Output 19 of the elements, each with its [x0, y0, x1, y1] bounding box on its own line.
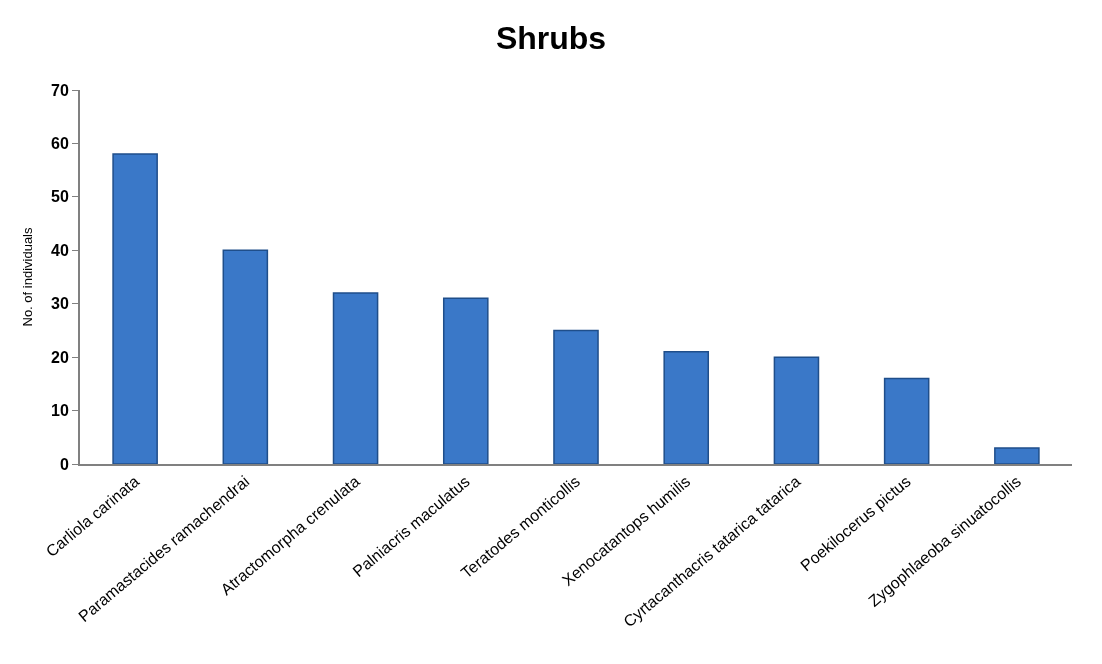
bar: [883, 377, 930, 464]
bar: [553, 329, 599, 464]
bar: [773, 356, 820, 464]
bar: [332, 292, 379, 464]
y-tick-label: 60: [51, 135, 69, 153]
y-tick-label: 50: [51, 188, 69, 206]
bar: [663, 351, 710, 464]
y-tick-label: 20: [51, 348, 69, 366]
bar: [222, 249, 269, 464]
bar: [442, 297, 489, 464]
y-tick-label: 40: [51, 241, 69, 259]
y-axis-title: No. of individuals: [20, 227, 36, 327]
bar: [994, 447, 1040, 464]
y-tick-label: 30: [51, 295, 69, 313]
bar: [112, 153, 158, 464]
y-tick-label: 70: [51, 81, 69, 99]
chart-title: Shrubs: [495, 19, 607, 56]
y-tick-label: 0: [59, 455, 69, 473]
y-tick-label: 10: [51, 402, 69, 420]
